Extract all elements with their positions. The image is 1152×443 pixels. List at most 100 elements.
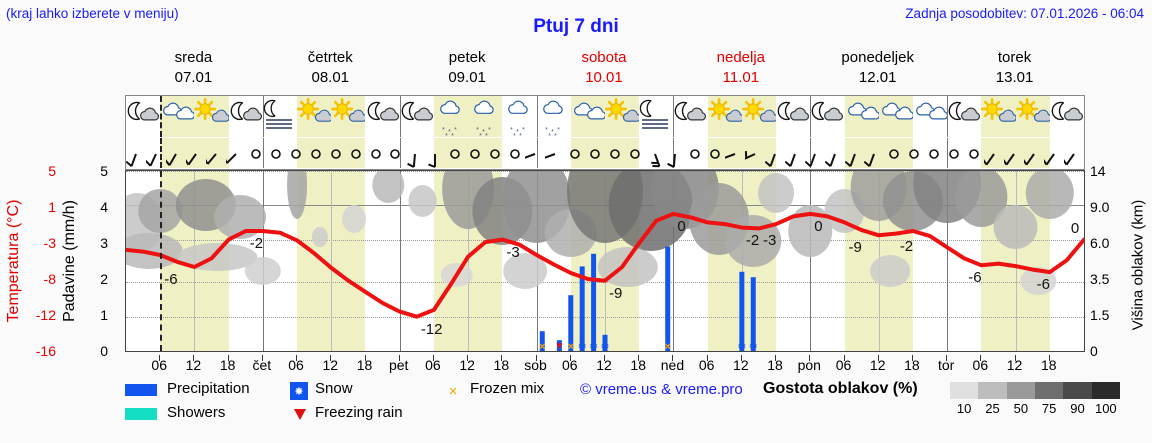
- precipitation-axis-title: Padavine (mm/h): [58, 170, 82, 352]
- temperature-value-label: 0: [1070, 219, 1080, 237]
- precipitation-tick: 5: [100, 163, 108, 179]
- temperature-curve: [126, 211, 1084, 319]
- temperature-value-label: -6: [164, 271, 178, 288]
- time-label: 18: [1040, 357, 1057, 373]
- day-name: nedelja: [716, 49, 766, 66]
- time-label: 06: [698, 357, 715, 373]
- time-tick: [398, 355, 400, 361]
- precipitation-swatch: [125, 384, 157, 396]
- time-label: ned: [660, 357, 685, 373]
- svg-text:*: *: [522, 127, 525, 134]
- frozen-mix-label: Frozen mix: [470, 380, 545, 397]
- weather-icon-fog: [639, 96, 673, 139]
- day-name: sreda: [174, 49, 213, 66]
- wind-barb-icon: [741, 138, 765, 170]
- temperature-value-label: -2: [249, 235, 264, 252]
- wind-barb-icon: [784, 138, 805, 170]
- svg-text:*: *: [451, 133, 454, 137]
- wind-barb-icon: [405, 138, 425, 170]
- cloud-height-tick: 0: [1090, 343, 1098, 359]
- cloud-cover-scale-value: 75: [1041, 401, 1057, 416]
- precipitation-label: Precipitation: [167, 380, 250, 397]
- wind-calm-icon: [286, 138, 306, 170]
- wind-calm-icon: [904, 138, 924, 170]
- svg-text:*: *: [519, 133, 522, 137]
- time-tick: [740, 355, 742, 361]
- day-name: četrtek: [307, 49, 353, 66]
- time-label: 06: [288, 357, 304, 373]
- weather-icon-snow-cloud: * * * * *: [468, 96, 502, 140]
- day-date: 11.01: [722, 69, 760, 86]
- day-header-1: sreda 07.01: [125, 48, 262, 94]
- showers-label: Showers: [167, 404, 226, 421]
- day-date: 07.01: [174, 69, 213, 86]
- wind-barb-icon: [164, 138, 186, 170]
- svg-text:×: ×: [449, 383, 458, 399]
- showers-swatch: [125, 408, 157, 420]
- svg-text:✸: ✸: [294, 386, 303, 398]
- time-label: 06: [561, 357, 578, 373]
- svg-text:*: *: [513, 133, 516, 137]
- cloud-cover-swatch: [1006, 382, 1035, 399]
- copyright-link[interactable]: © vreme.us & vreme.pro: [580, 381, 743, 398]
- time-label: 18: [219, 357, 236, 373]
- time-label: pon: [797, 357, 821, 373]
- wind-calm-icon: [505, 138, 525, 170]
- weather-icon-sun-cloud: [707, 96, 744, 139]
- page-title: Ptuj 7 dni: [533, 16, 619, 37]
- temperature-axis-ticks: 5 1 -3 -8 -12 -16: [26, 163, 56, 359]
- wind-barb-icon: [183, 138, 206, 170]
- day-name: ponedeljek: [841, 49, 914, 66]
- day-name: petek: [448, 49, 486, 66]
- temperature-value-label: -12: [420, 320, 443, 338]
- cloud-cover-swatch: [1034, 382, 1064, 399]
- time-tick: [330, 355, 332, 361]
- cloud-cover-scale-value: 100: [1094, 401, 1117, 416]
- svg-text:✹: ✹: [737, 341, 746, 351]
- wind-barb-icon: [721, 138, 745, 170]
- weather-icon-fog: [263, 96, 297, 139]
- time-label: čet: [252, 357, 272, 373]
- wind-barb-icon: [1021, 138, 1044, 170]
- day-separator: [947, 171, 949, 351]
- svg-text:▼: ▼: [554, 341, 564, 351]
- time-label: 12: [869, 357, 886, 373]
- day-header-3: petek 09.01: [399, 48, 536, 94]
- wind-barb-icon: [844, 138, 865, 170]
- time-tick: [432, 355, 434, 361]
- day-header-5: nedelja 11.01: [672, 48, 809, 94]
- gridline-vertical: [331, 171, 333, 351]
- time-label: tor: [937, 357, 955, 373]
- day-header-6: ponedeljek 12.01: [809, 48, 946, 94]
- precipitation-tick: 1: [100, 307, 108, 323]
- wind-barb-icon: [425, 138, 445, 170]
- wind-calm-icon: [585, 138, 605, 170]
- svg-text:*: *: [448, 129, 451, 136]
- wind-barb-icon: [824, 138, 845, 170]
- weather-icon-sun-cloud: [981, 96, 1018, 139]
- day-separator: [399, 171, 401, 351]
- time-label: 06: [972, 357, 989, 373]
- wind-calm-icon: [326, 138, 346, 170]
- precipitation-tick: 3: [100, 235, 108, 251]
- time-label: 12: [322, 357, 339, 373]
- day-date: 12.01: [858, 69, 897, 86]
- cloud-height-tick: 14: [1090, 163, 1106, 179]
- weather-icon-sun-cloud: [1015, 96, 1052, 139]
- time-tick: [604, 355, 605, 361]
- time-tick: [638, 355, 640, 361]
- weather-icon-snow-cloud: * * * * *: [537, 96, 571, 140]
- weather-icon-moon-cloud: [366, 96, 400, 139]
- day-header-4: sobota 10.01: [536, 48, 673, 94]
- cloud-cover-scale-labels: 10 25 50 75 90 100: [950, 401, 1120, 419]
- wind-barb-icon: [645, 138, 665, 170]
- temperature-tick: 5: [48, 163, 56, 179]
- temperature-tick: -8: [43, 271, 56, 287]
- night-band: [844, 138, 913, 168]
- wind-calm-icon: [485, 138, 505, 170]
- time-label: 06: [835, 357, 852, 373]
- gridline-horizontal: [126, 351, 1084, 352]
- frozen-mix-icon: ×: [445, 383, 461, 404]
- wind-calm-icon: [605, 138, 625, 170]
- time-axis-labels: 06 12 18 čet 06 12 18 pet 06 12 18 sob 06 12 18 ned 06 12…: [125, 355, 1085, 375]
